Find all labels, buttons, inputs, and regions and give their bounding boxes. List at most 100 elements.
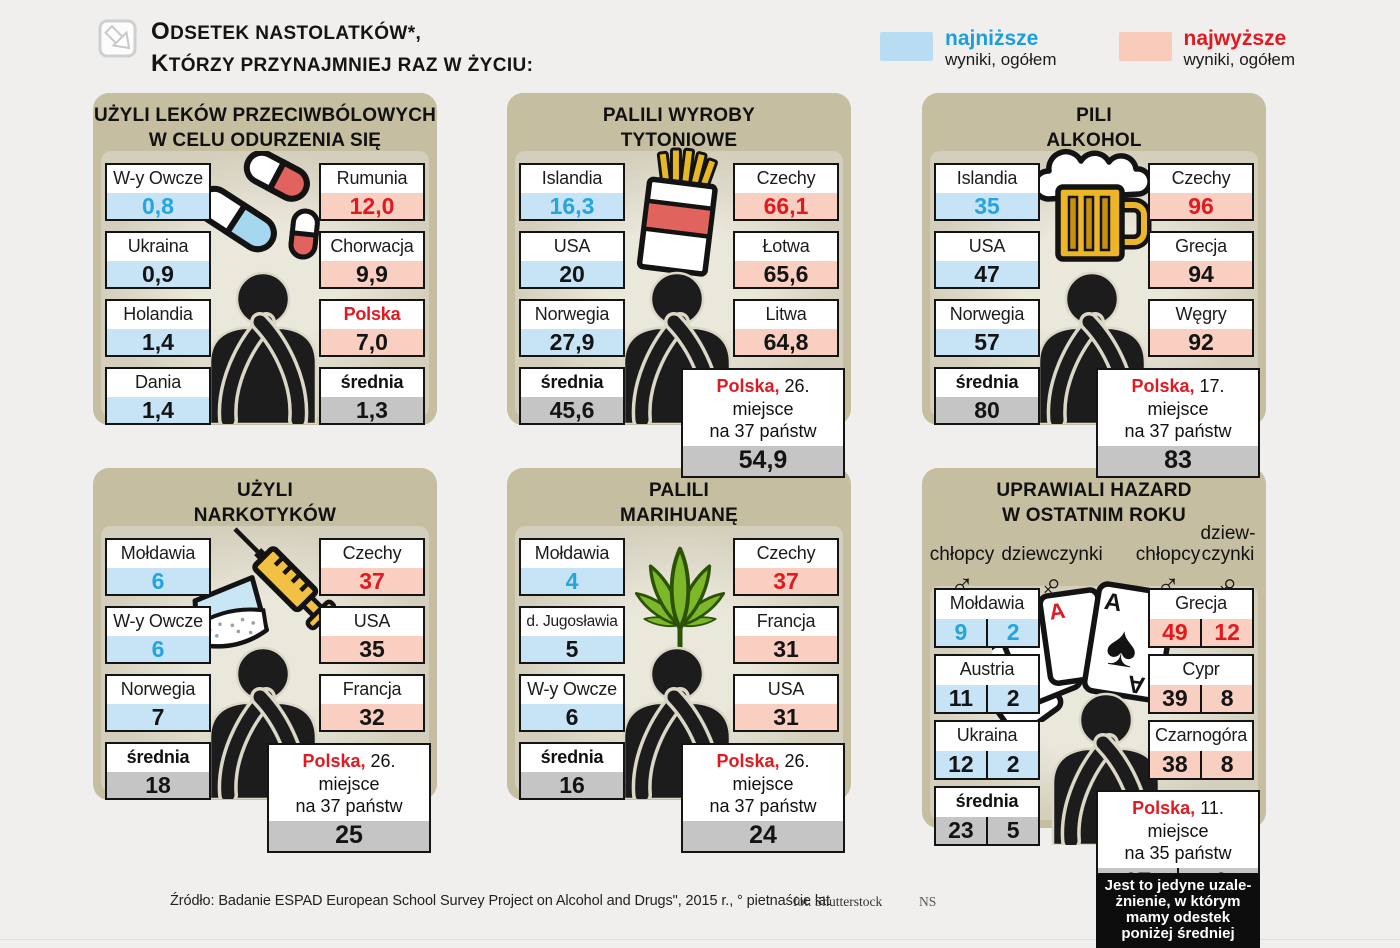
country-name: Węgry [1175, 304, 1227, 324]
polska-rank: 26. miejsce [318, 751, 396, 794]
panel-title-line2: W OSTATNIM ROKU [1002, 504, 1186, 526]
gender-column: dziew-czynki ♀ [1173, 520, 1283, 607]
country-box: Francja 31 [733, 606, 839, 664]
country-name: Polska [343, 304, 401, 324]
gender-label-line: czynki [1201, 544, 1255, 566]
country-name: Cypr [1182, 659, 1220, 679]
country-name: średnia [540, 372, 604, 392]
stat-value: 92 [1188, 328, 1214, 355]
panel-title-line1: PALILI WYROBY [602, 105, 756, 126]
panel-title-line1: UPRAWIALI HAZARD [996, 480, 1192, 501]
polska-rank-line2: na 37 państw [295, 796, 403, 816]
bottom-divider [0, 939, 1400, 940]
country-box: USA 31 [733, 674, 839, 732]
person-icon [1026, 269, 1158, 430]
country-box: W-y Owcze 6 [519, 674, 625, 732]
panel-title-line1: PALILI [649, 480, 709, 501]
polska-rank-box: Polska, 26. miejsce na 37 państw 54,9 [681, 368, 845, 478]
country-box: Cypr 39 8 [1148, 654, 1254, 714]
stat-value: 80 [974, 396, 1000, 423]
panel-title-line2: MARIHUANĘ [620, 504, 738, 526]
polska-rank-line2: na 37 państw [709, 421, 817, 441]
stat-value: 1,4 [142, 328, 174, 355]
country-name: Islandia [956, 168, 1018, 188]
stat-value: 20 [559, 260, 585, 287]
page-title-line2: KTÓRZY PRZYNAJMNIEJ RAZ W ŻYCIU: [151, 50, 534, 78]
stat-value: 16,3 [549, 192, 595, 219]
stat-value-area: 0,8 [107, 193, 209, 219]
stat-value-area: 12,0 [321, 193, 423, 219]
country-box: W-y Owcze 6 [105, 606, 211, 664]
source-note: Źródło: Badanie ESPAD European School Su… [170, 893, 830, 909]
panel-tobacco: PALILI WYROBY TYTONIOWE Islandia 16,3 USA 20… [507, 93, 851, 478]
note-line: mamy odestek [1125, 909, 1231, 927]
stat-value: 12 [1214, 619, 1240, 645]
polska-value: 24 [749, 821, 777, 849]
country-name: Holandia [123, 304, 193, 324]
country-box: Francja 32 [319, 674, 425, 732]
country-box: Norwegia 27,9 [519, 299, 625, 357]
country-box: Węgry 92 [1148, 299, 1254, 357]
stat-value: 31 [773, 703, 799, 730]
polska-rank: 11. miejsce [1147, 798, 1224, 841]
stat-value: 1,4 [142, 396, 174, 423]
gender-label-line: dziewczynki [1001, 544, 1103, 566]
country-box: Mołdawia 6 [105, 538, 211, 596]
polska-rank-text: Polska, 17. miejsce na 37 państw [1098, 370, 1258, 446]
polska-value-area: 24 [683, 820, 843, 851]
country-box: Grecja 49 12 [1148, 588, 1254, 648]
stat-value: 9 [954, 619, 968, 645]
country-name: średnia [540, 747, 604, 767]
highest-swatch [1118, 32, 1172, 61]
country-box: Ukraina 0,9 [105, 231, 211, 289]
country-name: Chorwacja [330, 236, 414, 256]
mean-box: średnia 16 [519, 742, 625, 800]
stat-value: 23 [948, 817, 974, 843]
stat-value: 8 [1220, 751, 1234, 777]
value-divider [985, 751, 989, 778]
country-box: Grecja 94 [1148, 231, 1254, 289]
stat-value: 6 [151, 567, 165, 594]
panel-title-line2: NARKOTYKÓW [193, 504, 337, 526]
stat-value-area: 64,8 [735, 329, 837, 355]
country-box: Czechy 96 [1148, 163, 1254, 221]
country-name: Dania [134, 372, 182, 392]
polska-rank-line1: Polska, 17. miejsce [1100, 375, 1256, 420]
country-name: Łotwa [762, 236, 810, 256]
stat-value: 31 [773, 635, 799, 662]
stat-value-area: 45,6 [521, 397, 623, 423]
country-box: d. Jugosławia 5 [519, 606, 625, 664]
polska-rank-text: Polska, 26. miejsce na 37 państw [683, 370, 843, 446]
stat-value-area: 5 [521, 636, 623, 662]
stat-value: 7,0 [356, 328, 388, 355]
stat-value-area: 38 8 [1150, 751, 1252, 778]
country-name: Francja [342, 679, 402, 699]
country-name: d. Jugosławia [526, 612, 618, 630]
stat-value-area: 35 [936, 193, 1038, 219]
polska-rank-line2: na 37 państw [709, 796, 817, 816]
stat-value-area: 18 [107, 772, 209, 798]
country-name: Mołdawia [949, 593, 1025, 613]
country-name: Norwegia [120, 679, 196, 699]
country-box: Łotwa 65,6 [733, 231, 839, 289]
country-name: Czechy [756, 168, 816, 188]
country-box: Ukraina 12 2 [934, 720, 1040, 780]
panel-painkillers: UŻYLI LEKÓW PRZECIWBÓLOWYCH W CELU ODURZE… [93, 93, 437, 430]
svg-text:A: A [1048, 598, 1067, 625]
polska-rank-box: Polska, 17. miejsce na 37 państw 83 [1096, 368, 1260, 478]
country-name: Islandia [541, 168, 603, 188]
country-box: Norwegia 57 [934, 299, 1040, 357]
country-name: Ukraina [956, 725, 1018, 745]
mean-box: średnia 18 [105, 742, 211, 800]
stat-value: 16 [559, 771, 585, 798]
syringe-icon [179, 523, 354, 686]
value-divider [985, 685, 989, 712]
country-name: Rumunia [336, 168, 408, 188]
stat-value: 38 [1162, 751, 1188, 777]
country-box: Rumunia 12,0 [319, 163, 425, 221]
polska-rank-box: Polska, 26. miejsce na 37 państw 24 [681, 743, 845, 853]
country-name: średnia [955, 791, 1019, 811]
country-box: USA 35 [319, 606, 425, 664]
